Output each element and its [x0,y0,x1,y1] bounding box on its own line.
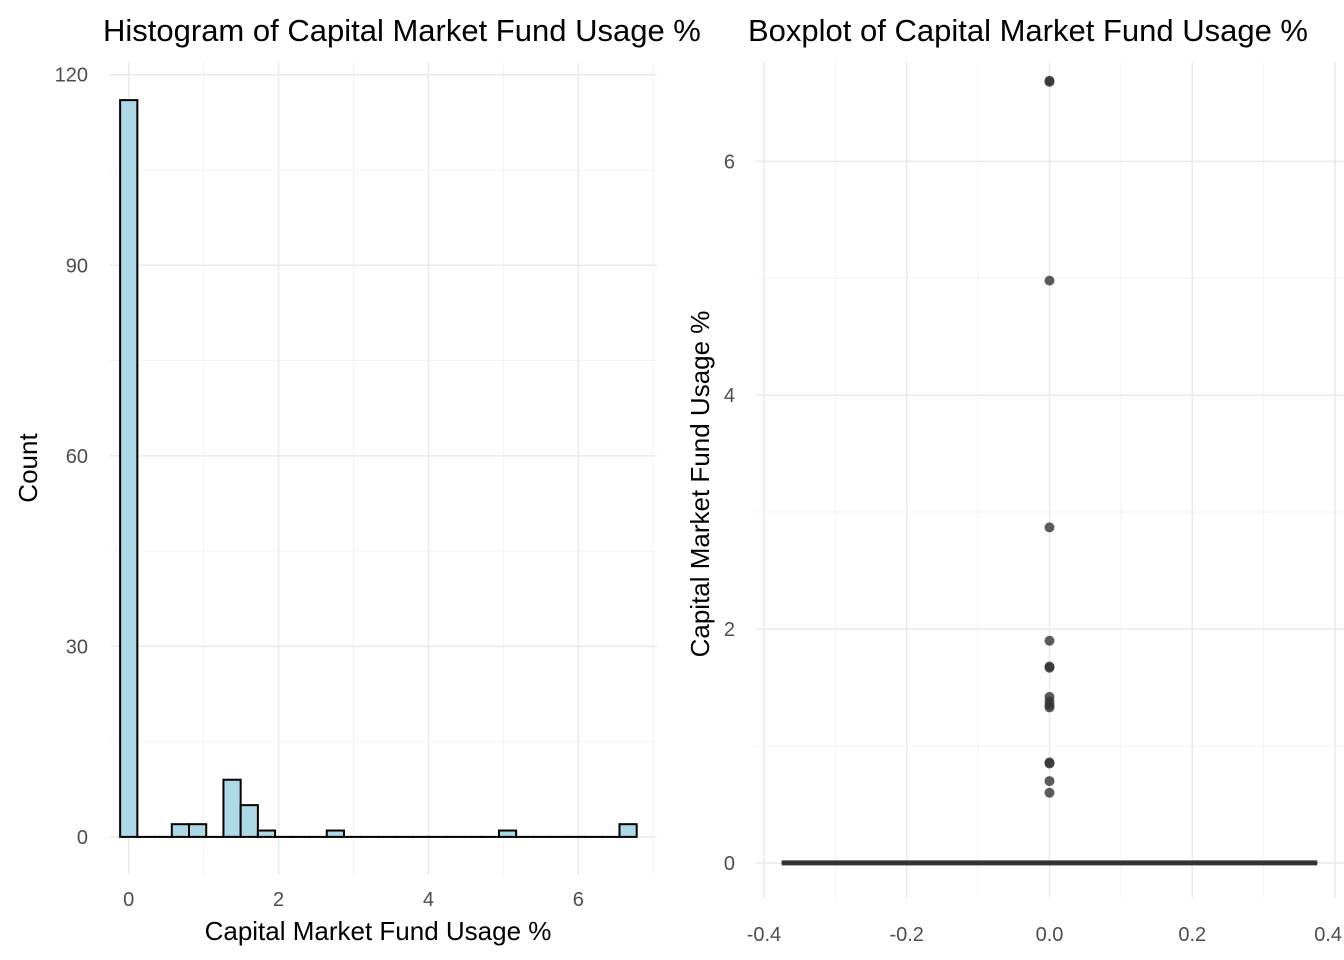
histogram-bar [170,823,191,838]
boxplot-y-axis-label: Capital Market Fund Usage % [685,311,715,658]
y-tick-label: 90 [66,255,88,277]
outlier-point [1044,776,1055,787]
outlier-point [1044,758,1055,769]
outlier-point [1044,76,1055,87]
histogram-panel: 0 30 60 90 120 0 2 4 6 Histogram of Capital Mar… [13,13,701,946]
histogram-bar [325,829,345,838]
boxplot-x-tick-labels: -0.4 -0.2 0.0 0.2 0.4 [747,924,1342,946]
x-tick-label: 6 [573,889,584,911]
histogram-bar [119,99,139,838]
y-tick-label: 2 [724,619,735,641]
x-tick-label: -0.2 [889,924,923,946]
x-tick-label: 0 [123,889,134,911]
histogram-y-tick-labels: 0 30 60 90 120 [55,65,88,849]
x-tick-label: -0.4 [747,924,781,946]
histogram-grid-major [110,62,657,875]
y-tick-label: 6 [724,151,735,173]
histogram-bars [119,99,638,838]
boxplot-outliers [1044,75,1055,798]
histogram-grid-minor [110,62,657,875]
x-tick-label: 0.2 [1178,924,1206,946]
y-tick-label: 120 [55,65,88,87]
boxplot-title: Boxplot of Capital Market Fund Usage % [748,13,1308,48]
x-tick-label: 2 [273,889,284,911]
histogram-bar [618,823,638,838]
histogram-bar [256,829,277,838]
outlier-point [1044,635,1055,646]
outlier-point [1044,662,1055,673]
boxplot-panel: 0 2 4 6 -0.4 -0.2 0.0 0.2 0.4 Capital Market Fu… [685,13,1344,946]
histogram-bar [239,804,259,838]
histogram-x-tick-labels: 0 2 4 6 [123,889,584,911]
x-tick-label: 4 [423,889,434,911]
outlier-point [1044,275,1055,286]
outlier-point [1044,522,1055,533]
histogram-y-axis-label: Count [13,433,43,503]
boxplot-y-tick-labels: 0 2 4 6 [724,151,735,875]
y-tick-label: 4 [724,385,735,407]
y-tick-label: 60 [66,446,88,468]
y-tick-label: 30 [66,636,88,658]
boxplot-grid-major [755,62,1344,898]
outlier-point [1044,787,1055,798]
y-tick-label: 0 [77,827,88,849]
histogram-bar [497,829,518,838]
histogram-bar [188,823,208,838]
y-tick-label: 0 [724,853,735,875]
x-tick-label: 0.4 [1314,924,1342,946]
histogram-x-axis-label: Capital Market Fund Usage % [205,916,552,946]
histogram-bar [222,778,242,838]
x-tick-label: 0.0 [1036,924,1064,946]
histogram-title: Histogram of Capital Market Fund Usage % [103,13,701,48]
outlier-point [1044,702,1055,713]
